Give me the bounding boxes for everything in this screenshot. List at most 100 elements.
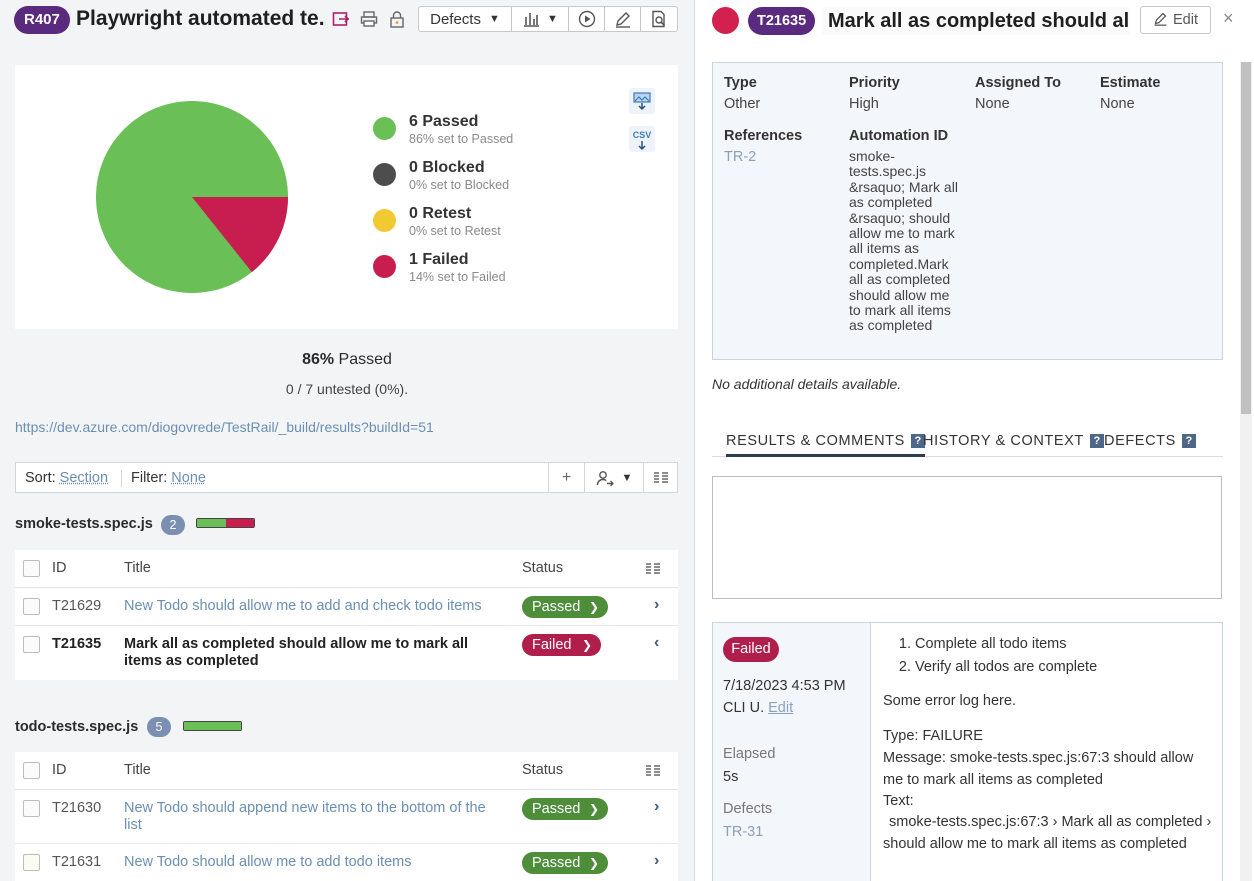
legend-sub: 14% set to Failed bbox=[409, 270, 506, 284]
error-log-text: Some error log here. bbox=[883, 693, 1016, 709]
edit-label: Edit bbox=[1173, 12, 1198, 28]
row-checkbox[interactable] bbox=[23, 598, 40, 615]
section-count-badge: 5 bbox=[147, 717, 171, 737]
failure-message: Message: smoke-tests.spec.js:67:3 should… bbox=[883, 750, 1194, 788]
test-title-link[interactable]: New Todo should allow me to add and chec… bbox=[124, 598, 482, 614]
legend-sub: 0% set to Retest bbox=[409, 224, 501, 238]
defects-dropdown[interactable]: Defects ▼ bbox=[419, 7, 512, 31]
status-dropdown[interactable]: Passed ❯ bbox=[522, 852, 608, 874]
col-title[interactable]: Title bbox=[124, 762, 151, 778]
progress-passed bbox=[184, 722, 241, 730]
test-id: T21629 bbox=[52, 598, 102, 614]
column-layout-button[interactable] bbox=[643, 463, 677, 492]
tab-results-comments[interactable]: RESULTS & COMMENTS? bbox=[726, 433, 925, 457]
help-icon[interactable]: ? bbox=[1181, 434, 1196, 448]
result-user-name: CLI U. bbox=[723, 700, 765, 716]
test-detail-title: Mark all as completed should al... bbox=[822, 7, 1130, 35]
download-arrow-icon bbox=[638, 141, 646, 151]
row-checkbox[interactable] bbox=[23, 854, 40, 871]
legend-count: 0 Retest bbox=[409, 205, 472, 222]
help-icon[interactable]: ? bbox=[1089, 434, 1104, 448]
select-all-checkbox[interactable] bbox=[23, 762, 40, 779]
chevron-right-icon[interactable]: › bbox=[654, 596, 660, 613]
assigned-label: Assigned To bbox=[975, 75, 1061, 91]
columns-icon[interactable] bbox=[646, 765, 660, 777]
table-row[interactable]: T21629 New Todo should allow me to add a… bbox=[15, 588, 678, 626]
run-panel: R407 Playwright automated te... Defects … bbox=[14, 6, 678, 881]
filter-value-link[interactable]: None bbox=[171, 470, 206, 486]
status-dropdown[interactable]: Failed ❯ bbox=[522, 634, 601, 656]
lock-icon[interactable] bbox=[388, 10, 406, 28]
tab-label: DEFECTS bbox=[1104, 433, 1176, 449]
status-label: Passed bbox=[532, 599, 581, 615]
edit-result-link[interactable]: Edit bbox=[768, 700, 794, 716]
test-title-link[interactable]: New Todo should append new items to the … bbox=[124, 800, 486, 833]
detail-scrollbar[interactable] bbox=[1240, 62, 1252, 881]
move-to-icon[interactable] bbox=[332, 10, 350, 28]
edit-run-button[interactable] bbox=[605, 7, 641, 31]
scrollbar-thumb[interactable] bbox=[1241, 62, 1251, 414]
status-dropdown[interactable]: Passed ❯ bbox=[522, 596, 608, 618]
no-details-text: No additional details available. bbox=[712, 376, 902, 392]
legend-sub: 0% set to Blocked bbox=[409, 178, 510, 192]
legend-count: 1 Failed bbox=[409, 251, 469, 268]
sort-value-link[interactable]: Section bbox=[59, 470, 109, 486]
tab-defects[interactable]: DEFECTS? bbox=[1104, 433, 1196, 449]
row-checkbox[interactable] bbox=[23, 636, 40, 653]
elapsed-label: Elapsed bbox=[723, 746, 776, 762]
test-id: T21630 bbox=[52, 800, 102, 816]
col-id[interactable]: ID bbox=[52, 762, 67, 778]
assign-dropdown[interactable]: ▼ bbox=[584, 463, 643, 492]
failure-type: Type: FAILURE bbox=[883, 728, 983, 744]
chevron-down-icon: ▼ bbox=[488, 13, 500, 25]
tab-history-context[interactable]: HISTORY & CONTEXT? bbox=[923, 433, 1104, 449]
table-header: ID Title Status bbox=[15, 752, 678, 790]
test-id: T21635 bbox=[52, 636, 102, 652]
elapsed-value: 5s bbox=[723, 769, 739, 785]
chevron-down-icon: ❯ bbox=[581, 638, 592, 652]
status-dropdown[interactable]: Passed ❯ bbox=[522, 798, 608, 820]
defect-link[interactable]: TR-31 bbox=[723, 824, 764, 840]
legend-count: 0 Blocked bbox=[409, 159, 485, 176]
type-value: Other bbox=[724, 96, 761, 112]
references-link[interactable]: TR-2 bbox=[724, 149, 757, 165]
legend-dot-passed bbox=[373, 117, 396, 140]
untested-summary: 0 / 7 untested (0%). bbox=[285, 381, 409, 397]
select-all-checkbox[interactable] bbox=[23, 560, 40, 577]
play-circle-icon bbox=[578, 10, 595, 28]
test-title-link[interactable]: Mark all as completed should allow me to… bbox=[124, 636, 469, 669]
col-status[interactable]: Status bbox=[522, 762, 564, 778]
table-row[interactable]: T21631 New Todo should allow me to add t… bbox=[15, 844, 678, 881]
close-icon[interactable]: × bbox=[1223, 8, 1234, 28]
export-chart-button[interactable] bbox=[629, 88, 655, 114]
section-progress-bar bbox=[196, 518, 255, 528]
step-item: Complete all todo items bbox=[915, 633, 1097, 656]
build-results-link[interactable]: https://dev.azure.com/diogovrede/TestRai… bbox=[15, 419, 434, 435]
chevron-right-icon[interactable]: › bbox=[654, 852, 660, 869]
chevron-right-icon[interactable]: › bbox=[654, 798, 660, 815]
comment-input[interactable] bbox=[712, 476, 1222, 599]
run-tests-button[interactable] bbox=[569, 7, 605, 31]
help-icon[interactable]: ? bbox=[910, 434, 925, 448]
col-title[interactable]: Title bbox=[124, 560, 151, 576]
col-status[interactable]: Status bbox=[522, 560, 564, 576]
reports-dropdown[interactable]: ▼ bbox=[512, 7, 569, 31]
defects-dropdown-label: Defects bbox=[430, 10, 481, 28]
edit-test-button[interactable]: Edit bbox=[1140, 6, 1211, 34]
section-title[interactable]: smoke-tests.spec.js bbox=[15, 516, 153, 532]
view-details-button[interactable] bbox=[641, 7, 677, 31]
test-title-link[interactable]: New Todo should allow me to add todo ite… bbox=[124, 854, 412, 870]
chevron-left-icon[interactable]: ‹ bbox=[654, 634, 660, 651]
columns-icon[interactable] bbox=[646, 563, 660, 575]
print-icon[interactable] bbox=[360, 10, 378, 28]
image-download-icon bbox=[633, 92, 651, 111]
export-csv-button[interactable]: CSV bbox=[629, 126, 655, 152]
section-title[interactable]: todo-tests.spec.js bbox=[15, 719, 139, 735]
table-row-selected[interactable]: T21635 Mark all as completed should allo… bbox=[15, 626, 678, 680]
csv-label: CSV bbox=[632, 130, 652, 140]
priority-value: High bbox=[849, 96, 879, 112]
col-id[interactable]: ID bbox=[52, 560, 67, 576]
row-checkbox[interactable] bbox=[23, 800, 40, 817]
add-test-button[interactable]: + bbox=[548, 463, 584, 492]
table-row[interactable]: T21630 New Todo should append new items … bbox=[15, 790, 678, 844]
